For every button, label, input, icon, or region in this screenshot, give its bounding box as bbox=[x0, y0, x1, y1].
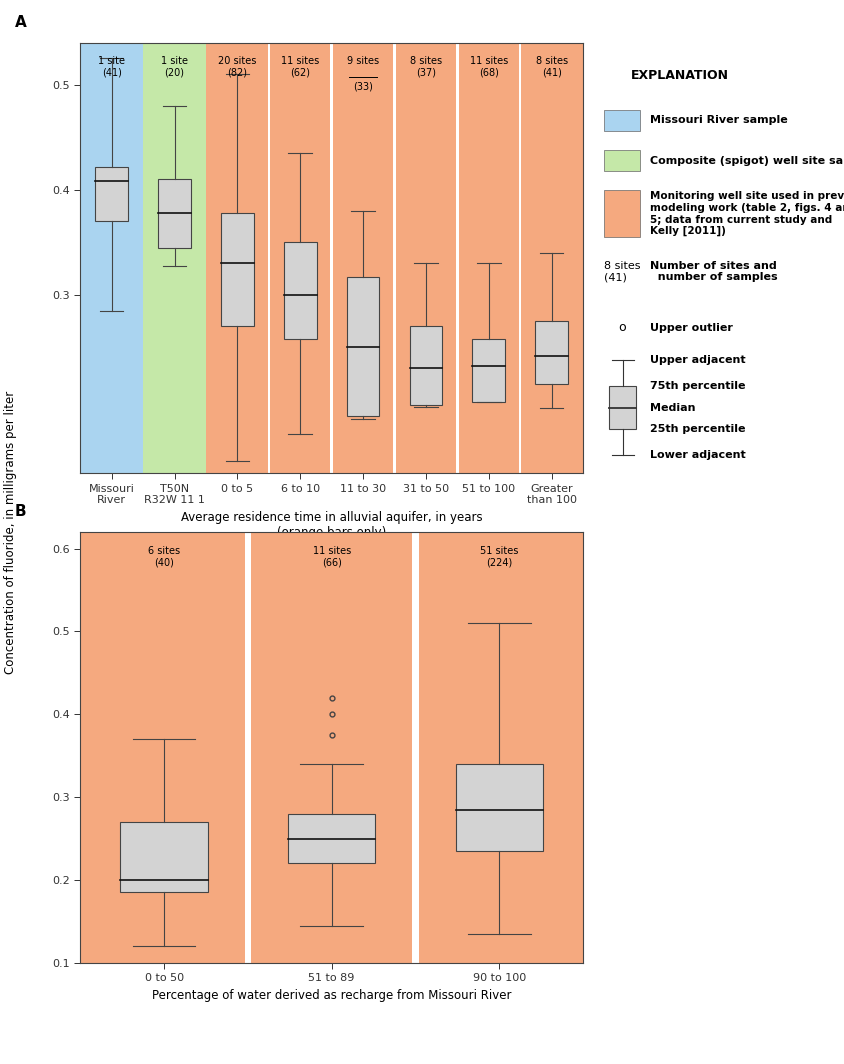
Bar bbox=[288, 814, 375, 864]
Bar bbox=[143, 43, 206, 473]
Text: 8 sites
(41): 8 sites (41) bbox=[603, 261, 640, 282]
Bar bbox=[415, 532, 582, 963]
Bar bbox=[247, 532, 415, 963]
Text: 11 sites
(62): 11 sites (62) bbox=[281, 56, 319, 78]
Text: 8 sites
(37): 8 sites (37) bbox=[409, 56, 441, 78]
Text: A: A bbox=[15, 15, 27, 30]
Text: Upper adjacent: Upper adjacent bbox=[649, 354, 744, 365]
Text: Number of sites and
  number of samples: Number of sites and number of samples bbox=[649, 261, 776, 282]
Bar bbox=[80, 43, 143, 473]
Text: 6 sites
(40): 6 sites (40) bbox=[148, 546, 180, 567]
Text: B: B bbox=[15, 504, 26, 519]
Text: Upper outlier: Upper outlier bbox=[649, 322, 732, 333]
X-axis label: Average residence time in alluvial aquifer, in years
(orange bars only): Average residence time in alluvial aquif… bbox=[181, 511, 482, 539]
Bar bbox=[457, 43, 520, 473]
X-axis label: Percentage of water derived as recharge from Missouri River: Percentage of water derived as recharge … bbox=[152, 988, 511, 1002]
Text: 51 sites
(224): 51 sites (224) bbox=[479, 546, 518, 567]
Text: 8 sites
(41): 8 sites (41) bbox=[535, 56, 567, 78]
Bar bbox=[392, 43, 395, 473]
Bar bbox=[206, 43, 268, 473]
Text: Monitoring well site used in previous
modeling work (table 2, figs. 4 and
5; dat: Monitoring well site used in previous mo… bbox=[649, 192, 844, 236]
Text: Composite (spigot) well site sample: Composite (spigot) well site sample bbox=[649, 155, 844, 166]
Bar bbox=[244, 532, 251, 963]
Bar bbox=[80, 532, 247, 963]
Bar bbox=[284, 243, 316, 339]
Bar bbox=[455, 764, 542, 851]
Bar bbox=[331, 43, 394, 473]
Bar bbox=[472, 339, 505, 402]
Bar bbox=[346, 277, 379, 416]
Bar bbox=[268, 43, 270, 473]
Text: 20 sites
(82): 20 sites (82) bbox=[218, 56, 257, 78]
Bar bbox=[456, 43, 458, 473]
Bar bbox=[221, 213, 253, 327]
Text: EXPLANATION: EXPLANATION bbox=[630, 69, 728, 82]
Text: 25th percentile: 25th percentile bbox=[649, 423, 744, 434]
Bar bbox=[409, 327, 441, 405]
Text: 75th percentile: 75th percentile bbox=[649, 381, 744, 392]
Text: Concentration of fluoride, in milligrams per liter: Concentration of fluoride, in milligrams… bbox=[4, 390, 18, 674]
Bar bbox=[518, 43, 521, 473]
Bar bbox=[394, 43, 457, 473]
Bar bbox=[330, 43, 333, 473]
Text: 1 site
(41): 1 site (41) bbox=[98, 56, 125, 78]
Text: 1 site
(20): 1 site (20) bbox=[161, 56, 188, 78]
Text: Median: Median bbox=[649, 402, 695, 413]
Text: Missouri River sample: Missouri River sample bbox=[649, 115, 787, 126]
Text: 11 sites
(66): 11 sites (66) bbox=[312, 546, 350, 567]
Bar bbox=[121, 822, 208, 893]
Bar bbox=[158, 179, 191, 248]
Bar bbox=[534, 321, 567, 384]
Bar bbox=[412, 532, 419, 963]
Text: 9 sites: 9 sites bbox=[347, 56, 379, 66]
Bar bbox=[95, 167, 128, 221]
Text: 11 sites
(68): 11 sites (68) bbox=[469, 56, 507, 78]
Text: o: o bbox=[617, 321, 625, 334]
Text: (33): (33) bbox=[353, 81, 372, 92]
Bar bbox=[520, 43, 582, 473]
Bar bbox=[268, 43, 331, 473]
Text: Lower adjacent: Lower adjacent bbox=[649, 450, 744, 461]
